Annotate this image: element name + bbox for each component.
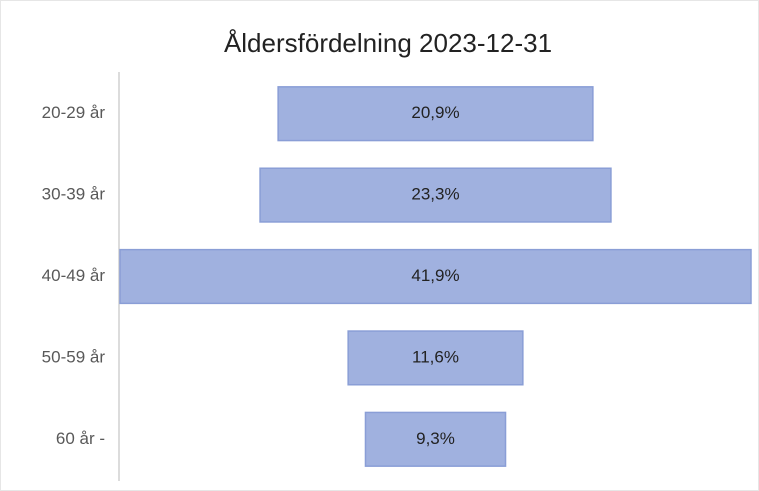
value-label: 11,6% bbox=[412, 347, 459, 366]
funnel-bar bbox=[277, 86, 594, 142]
category-label: 20-29 år bbox=[42, 103, 106, 122]
funnel-bar bbox=[119, 248, 752, 305]
category-label: 30-39 år bbox=[42, 185, 106, 204]
value-label: 20,9% bbox=[411, 103, 459, 122]
category-label: 40-49 år bbox=[42, 266, 106, 285]
funnel-bar bbox=[347, 330, 524, 386]
value-label: 23,3% bbox=[411, 185, 459, 204]
value-label: 9,3% bbox=[416, 429, 455, 448]
funnel-bar bbox=[259, 167, 612, 223]
chart-title: Åldersfördelning 2023-12-31 bbox=[224, 28, 552, 58]
funnel-bar bbox=[364, 411, 507, 467]
value-label: 41,9% bbox=[411, 266, 459, 285]
category-label: 50-59 år bbox=[42, 347, 106, 366]
category-label: 60 år - bbox=[56, 429, 105, 448]
